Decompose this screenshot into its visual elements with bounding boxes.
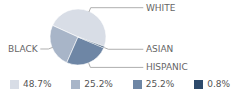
- html-text:25.2%: 25.2%: [145, 79, 175, 89]
- svg-text:WHITE: WHITE: [146, 3, 176, 13]
- svg-text:BLACK: BLACK: [8, 44, 39, 54]
- html-text:48.7%: 48.7%: [22, 79, 52, 89]
- svg-text:HISPANIC: HISPANIC: [146, 62, 188, 72]
- svg-text:ASIAN: ASIAN: [146, 44, 173, 54]
- html-text:0.8%: 0.8%: [207, 79, 230, 89]
- html-text:25.2%: 25.2%: [84, 79, 113, 89]
